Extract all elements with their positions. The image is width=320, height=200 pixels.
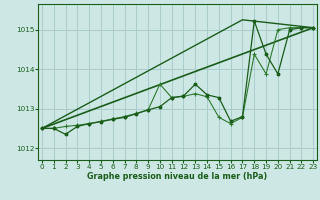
- X-axis label: Graphe pression niveau de la mer (hPa): Graphe pression niveau de la mer (hPa): [87, 172, 268, 181]
